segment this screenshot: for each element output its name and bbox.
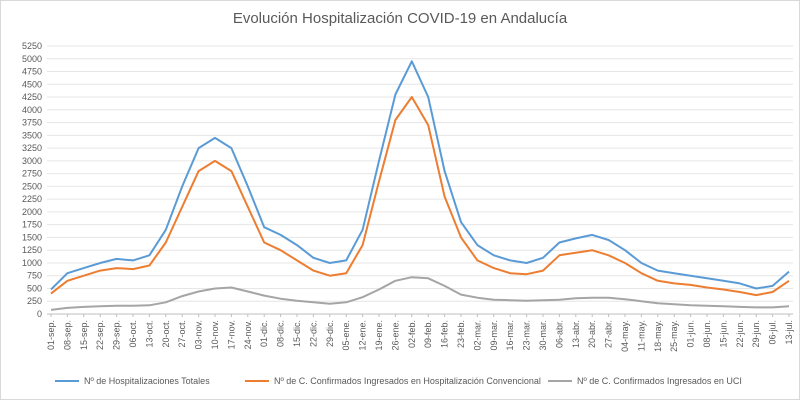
x-tick-label: 29-dic. <box>325 320 335 347</box>
x-tick-label: 19-ene. <box>374 320 384 351</box>
y-tick-label: 2000 <box>22 207 42 217</box>
x-tick-label: 02-mar. <box>472 320 482 351</box>
x-tick-label: 15-sep. <box>79 320 89 350</box>
x-tick-label: 20-abr. <box>587 320 597 348</box>
y-tick-label: 3250 <box>22 143 42 153</box>
y-tick-label: 1000 <box>22 258 42 268</box>
x-tick-label: 06-oct. <box>128 320 138 348</box>
x-tick-label: 29-jun. <box>751 320 761 348</box>
y-tick-label: 3500 <box>22 130 42 140</box>
x-tick-label: 13-jul. <box>784 320 794 345</box>
y-tick-label: 3000 <box>22 156 42 166</box>
y-tick-label: 1500 <box>22 232 42 242</box>
x-tick-label: 11-may. <box>636 320 646 351</box>
x-tick-label: 16-feb. <box>440 320 450 348</box>
series-line-1 <box>50 60 790 291</box>
x-tick-label: 18-may. <box>653 320 663 352</box>
x-tick-label: 25-may. <box>669 320 679 352</box>
x-tick-label: 10-nov. <box>210 320 220 349</box>
x-tick-label: 09-mar. <box>489 320 499 351</box>
x-tick-label: 22-jun. <box>735 320 745 348</box>
y-tick-label: 2750 <box>22 169 42 179</box>
x-axis-ticks: 01-sep. 08-sep. 15-sep. 22-sep. 29-sep. 06-oc… <box>46 314 794 352</box>
x-tick-label: 27-abr. <box>604 320 614 348</box>
x-tick-label: 13-abr. <box>571 320 581 348</box>
y-tick-label: 5250 <box>22 41 42 51</box>
x-tick-label: 09-feb. <box>423 320 433 348</box>
x-tick-label: 13-oct. <box>144 320 154 348</box>
legend-label: Nº de C. Confirmados Ingresados en UCI <box>577 376 742 386</box>
x-tick-label: 03-nov. <box>194 320 204 349</box>
y-tick-label: 4500 <box>22 79 42 89</box>
x-tick-label: 05-ene. <box>341 320 351 351</box>
x-tick-label: 15-jun. <box>718 320 728 348</box>
x-tick-label: 02-feb. <box>407 320 417 348</box>
x-tick-label: 24-nov. <box>243 320 253 349</box>
y-tick-label: 3750 <box>22 118 42 128</box>
x-tick-label: 23-feb. <box>456 320 466 348</box>
x-tick-label: 01-sep. <box>46 320 56 350</box>
y-tick-label: 2250 <box>22 194 42 204</box>
y-tick-label: 500 <box>27 283 42 293</box>
x-tick-label: 29-sep. <box>112 320 122 350</box>
x-tick-label: 01-dic. <box>259 320 269 347</box>
x-tick-label: 22-sep. <box>95 320 105 350</box>
y-tick-label: 1250 <box>22 245 42 255</box>
y-tick-label: 750 <box>27 271 42 281</box>
x-tick-label: 04-may. <box>620 320 630 352</box>
x-tick-label: 06-abr. <box>554 320 564 348</box>
x-tick-label: 08-sep. <box>62 320 72 350</box>
x-tick-label: 17-nov. <box>226 320 236 349</box>
x-tick-label: 06-jul. <box>768 320 778 345</box>
legend: Nº de Hospitalizaciones Totales Nº de C. … <box>55 376 742 386</box>
x-tick-label: 12-ene. <box>358 320 368 351</box>
x-tick-label: 23-mar. <box>522 320 532 351</box>
x-tick-label: 26-ene. <box>390 320 400 351</box>
y-tick-label: 4000 <box>22 105 42 115</box>
x-tick-label: 08-jun. <box>702 320 712 348</box>
x-tick-label: 20-oct. <box>161 320 171 348</box>
y-tick-label: 4750 <box>22 67 42 77</box>
x-tick-label: 08-dic. <box>276 320 286 347</box>
y-tick-label: 4250 <box>22 92 42 102</box>
x-tick-label: 27-oct. <box>177 320 187 348</box>
series-line-3 <box>50 276 790 311</box>
y-tick-label: 5000 <box>22 54 42 64</box>
chart-title: Evolución Hospitalización COVID-19 en An… <box>232 10 568 27</box>
series-line-2 <box>50 96 790 297</box>
series-lines <box>50 60 790 311</box>
x-tick-label: 01-jun. <box>686 320 696 348</box>
y-axis-ticks: 0 250 500 750 1000 1250 1500 1750 2000 2250 2500 27… <box>22 41 42 319</box>
x-tick-label: 16-mar. <box>505 320 515 351</box>
legend-label: Nº de Hospitalizaciones Totales <box>84 376 210 386</box>
legend-label: Nº de C. Confirmados Ingresados en Hospi… <box>274 376 541 386</box>
y-tick-label: 0 <box>37 309 42 319</box>
y-tick-label: 2500 <box>22 181 42 191</box>
gridlines <box>47 45 793 315</box>
x-tick-label: 22-dic. <box>308 320 318 347</box>
y-tick-label: 1750 <box>22 220 42 230</box>
x-tick-label: 15-dic. <box>292 320 302 347</box>
x-tick-label: 30-mar. <box>538 320 548 351</box>
y-tick-label: 250 <box>27 296 42 306</box>
